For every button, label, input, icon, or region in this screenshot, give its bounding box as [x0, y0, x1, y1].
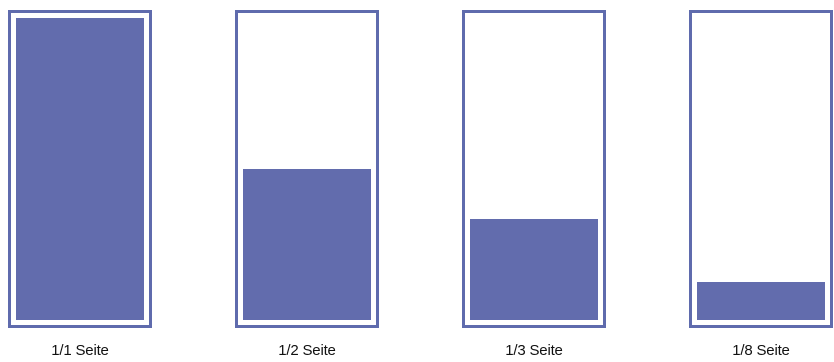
page-frame-half [235, 10, 379, 328]
caption-third: 1/3 Seite [505, 342, 563, 359]
filled-area-eighth [697, 282, 825, 320]
page-frame-third [462, 10, 606, 328]
page-frame-full [8, 10, 152, 328]
caption-full: 1/1 Seite [51, 342, 109, 359]
caption-half: 1/2 Seite [278, 342, 336, 359]
caption-eighth: 1/8 Seite [732, 342, 790, 359]
filled-area-third [470, 219, 598, 320]
page-frame-eighth [689, 10, 833, 328]
filled-area-half [243, 169, 371, 320]
filled-area-full [16, 18, 144, 320]
